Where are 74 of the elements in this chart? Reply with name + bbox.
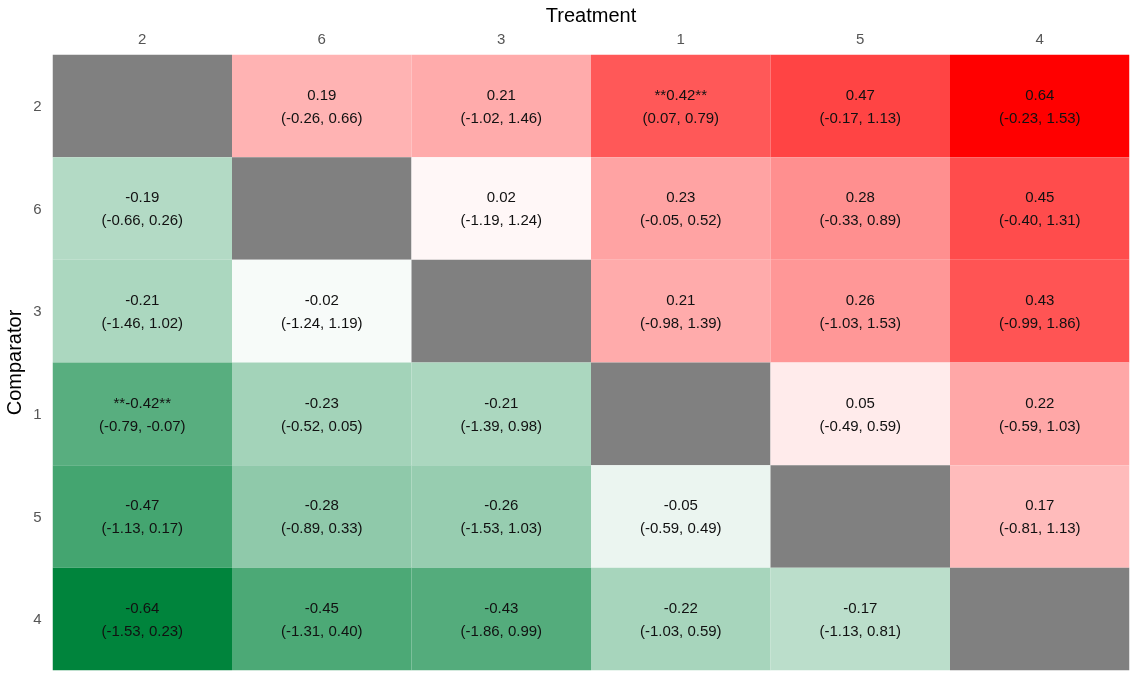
x-tick-label: 3 <box>497 29 506 47</box>
y-tick-label: 6 <box>33 199 42 217</box>
data-label: 0.43 <box>1025 290 1055 308</box>
data-label: -0.28 <box>304 496 339 514</box>
annotation: (-1.13, 0.17) <box>101 519 184 537</box>
data-label: -0.26 <box>484 496 519 514</box>
y-tick-label: 5 <box>33 507 42 525</box>
annotation: (-0.98, 1.39) <box>639 313 722 331</box>
annotation: (0.07, 0.79) <box>642 108 720 126</box>
data-label: 0.22 <box>1025 393 1055 411</box>
annotation: (-0.23, 1.53) <box>998 108 1081 126</box>
data-label: 0.28 <box>845 188 875 206</box>
data-label: 0.17 <box>1025 496 1055 514</box>
data-label: **-0.42** <box>113 394 172 412</box>
data-label: -0.02 <box>304 290 339 308</box>
annotation: (-1.02, 1.46) <box>460 108 543 126</box>
data-label: -0.64 <box>125 598 160 616</box>
annotation: (-1.39, 0.98) <box>460 416 543 434</box>
annotation: (-0.33, 0.89) <box>819 211 902 229</box>
data-label: 0.45 <box>1025 188 1055 206</box>
annotation: (-0.99, 1.86) <box>998 313 1081 331</box>
annotation: (-0.66, 0.26) <box>101 211 184 229</box>
data-label: 0.26 <box>845 290 875 308</box>
annotation: (-1.46, 1.02) <box>101 313 184 331</box>
data-label: -0.19 <box>125 188 160 206</box>
annotation: (-1.53, 1.03) <box>460 519 543 537</box>
annotation: (-0.52, 0.05) <box>280 416 363 434</box>
annotation: (-0.49, 0.59) <box>819 416 902 434</box>
x-tick-label: 6 <box>317 29 326 47</box>
annotation: (-1.19, 1.24) <box>460 211 543 229</box>
annotation: (-0.17, 1.13) <box>819 108 902 126</box>
annotation: (-0.79, -0.07) <box>98 416 186 434</box>
data-label: -0.17 <box>843 598 878 616</box>
data-label: 0.64 <box>1025 85 1055 103</box>
data-label: -0.05 <box>663 496 698 514</box>
data-label: 0.21 <box>486 85 516 103</box>
x-tick-label: 4 <box>1035 29 1044 47</box>
annotation: (-1.03, 1.53) <box>819 313 902 331</box>
data-label: 0.21 <box>666 290 696 308</box>
annotation: (-0.59, 0.49) <box>639 519 722 537</box>
data-label: -0.47 <box>125 496 160 514</box>
x-tick-label: 5 <box>856 29 865 47</box>
data-label: -0.22 <box>663 598 698 616</box>
data-label: -0.43 <box>484 598 519 616</box>
annotation: (-0.40, 1.31) <box>998 211 1081 229</box>
y-tick-label: 1 <box>33 404 42 422</box>
data-label: -0.45 <box>304 598 339 616</box>
annotation: (-1.03, 0.59) <box>639 621 722 639</box>
y-axis-title: Comparator <box>3 309 26 416</box>
x-tick-label: 1 <box>676 29 685 47</box>
annotation: (-1.53, 0.23) <box>101 621 184 639</box>
annotation: (-1.13, 0.81) <box>819 621 902 639</box>
data-label: -0.21 <box>125 290 160 308</box>
annotation: (-0.59, 1.03) <box>998 416 1081 434</box>
y-tick-label: 2 <box>33 96 42 114</box>
data-label: **0.42** <box>654 86 708 104</box>
data-label: 0.23 <box>666 188 696 206</box>
annotation: (-1.31, 0.40) <box>280 621 363 639</box>
data-label: 0.47 <box>845 85 875 103</box>
x-tick-label: 2 <box>138 29 147 47</box>
annotation: (-0.05, 0.52) <box>639 211 722 229</box>
annotation: (-1.86, 0.99) <box>460 621 543 639</box>
data-label: -0.23 <box>304 393 339 411</box>
annotation: (-0.26, 0.66) <box>280 108 363 126</box>
y-tick-label: 4 <box>33 610 42 628</box>
x-axis-title: Treatment <box>545 3 637 26</box>
data-label: 0.05 <box>845 393 875 411</box>
data-label: 0.02 <box>486 188 516 206</box>
annotation: (-1.24, 1.19) <box>280 313 363 331</box>
annotation: (-0.89, 0.33) <box>280 519 363 537</box>
data-label: -0.21 <box>484 393 519 411</box>
annotation: (-0.81, 1.13) <box>998 519 1081 537</box>
y-tick-label: 3 <box>33 302 42 320</box>
data-label: 0.19 <box>307 85 337 103</box>
